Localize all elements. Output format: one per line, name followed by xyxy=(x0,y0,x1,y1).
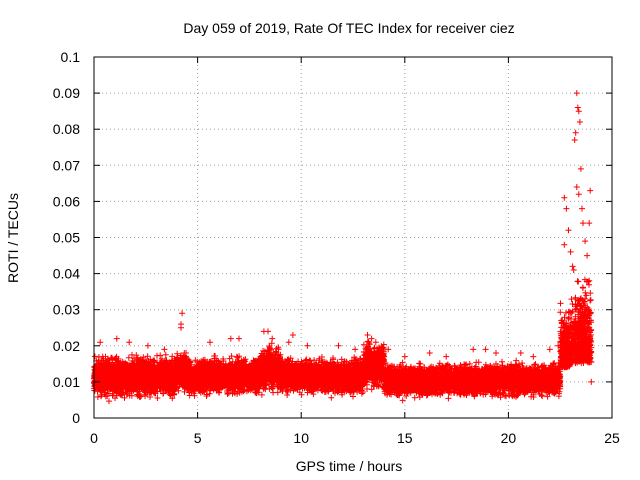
y-tick-label: 0.01 xyxy=(53,374,80,390)
y-tick-label: 0.06 xyxy=(53,193,80,209)
y-tick-label: 0 xyxy=(72,410,80,426)
y-tick-label: 0.05 xyxy=(53,230,80,246)
x-axis-label: GPS time / hours xyxy=(296,458,403,474)
y-tick-label: 0.07 xyxy=(53,157,80,173)
x-tick-label: 10 xyxy=(293,430,309,446)
y-tick-label: 0.03 xyxy=(53,302,80,318)
chart-title: Day 059 of 2019, Rate Of TEC Index for r… xyxy=(183,20,514,36)
y-axis-label: ROTI / TECUs xyxy=(5,193,21,283)
axis-ticks: 0 5 10 15 20 25 0 0.01 0.02 0.03 0.04 0.05 0.06 0.07 0… xyxy=(53,49,620,446)
x-tick-label: 20 xyxy=(501,430,517,446)
y-tick-label: 0.1 xyxy=(61,49,81,65)
data-points xyxy=(91,90,595,405)
x-tick-label: 25 xyxy=(604,430,620,446)
grid-lines xyxy=(94,57,612,418)
y-tick-label: 0.08 xyxy=(53,121,80,137)
y-tick-label: 0.02 xyxy=(53,338,80,354)
y-tick-label: 0.09 xyxy=(53,85,80,101)
y-tick-label: 0.04 xyxy=(53,266,80,282)
x-tick-label: 5 xyxy=(194,430,202,446)
x-tick-label: 15 xyxy=(397,430,413,446)
x-tick-label: 0 xyxy=(90,430,98,446)
roti-series-markers xyxy=(91,90,595,405)
